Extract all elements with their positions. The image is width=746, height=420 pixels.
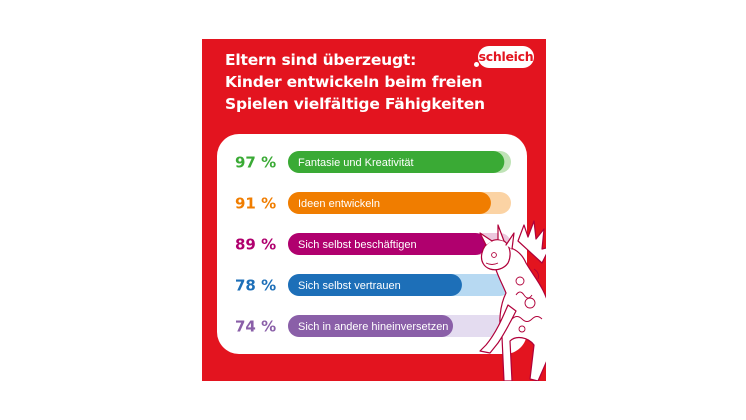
value-label: 89 % xyxy=(235,236,276,254)
category-label: Ideen entwickeln xyxy=(298,198,380,210)
category-label: Fantasie und Kreativität xyxy=(298,157,414,169)
value-label: 74 % xyxy=(235,318,276,336)
bar xyxy=(288,315,454,337)
bar xyxy=(288,151,505,173)
bar xyxy=(288,192,491,214)
logo-dot xyxy=(474,62,479,67)
chart-panel: 97 % Fantasie und Kreativität 91 % Ideen en… xyxy=(217,134,527,354)
headline-line-2: Kinder entwickeln beim freien xyxy=(225,73,483,91)
category-label: Sich selbst beschäftigen xyxy=(298,239,417,251)
headline-line-1: Eltern sind überzeugt: xyxy=(225,51,417,69)
dragon-illustration xyxy=(479,220,546,381)
value-label: 78 % xyxy=(235,277,276,295)
headline-line-3: Spielen vielfältige Fähigkeiten xyxy=(225,95,485,113)
brand-logo: schleich xyxy=(478,46,534,68)
category-label: Sich in andere hineinversetzen xyxy=(298,321,448,333)
value-label: 97 % xyxy=(235,154,276,172)
infographic-card: Eltern sind überzeugt: Kinder entwickeln… xyxy=(202,39,546,381)
bar xyxy=(288,233,487,255)
category-label: Sich selbst vertrauen xyxy=(298,280,401,292)
bar-chart: 97 % Fantasie und Kreativität 91 % Ideen en… xyxy=(235,151,511,337)
value-label: 91 % xyxy=(235,195,276,213)
headline: Eltern sind überzeugt: Kinder entwickeln… xyxy=(225,49,485,115)
bar xyxy=(288,274,462,296)
